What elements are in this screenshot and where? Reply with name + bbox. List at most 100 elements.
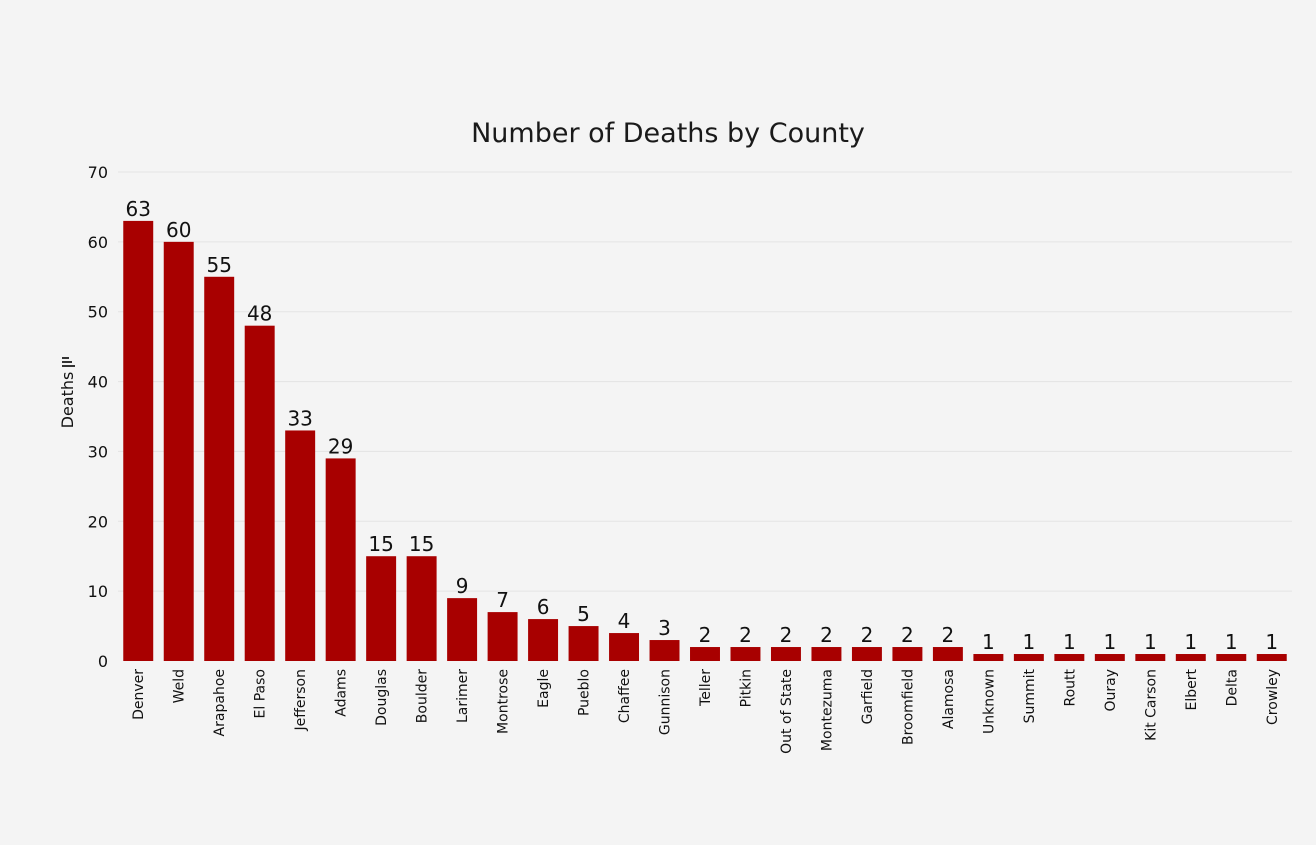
bar-value-label: 33 [287,406,312,430]
x-tick-label: Alamosa [941,669,957,729]
bar-value-label: 2 [861,623,874,647]
y-axis-title[interactable]: Deaths [58,357,77,428]
bar-value-label: 2 [780,623,793,647]
bar[interactable] [406,556,437,661]
chart-title: Number of Deaths by County [471,118,865,149]
bar[interactable] [204,276,235,661]
x-tick-label: Crowley [1265,669,1281,725]
bar[interactable] [1216,654,1247,661]
x-tick-label: Douglas [374,669,390,726]
x-tick-label: Kit Carson [1143,669,1159,741]
bar[interactable] [528,619,559,661]
x-tick-label: Pitkin [738,669,754,707]
y-tick-label: 60 [88,233,108,252]
x-tick-label: Montrose [496,669,512,734]
bar[interactable] [285,430,316,661]
y-tick-label: 40 [88,373,108,392]
bar[interactable] [690,647,720,661]
bar[interactable] [1256,654,1287,661]
bar-value-label: 2 [820,623,833,647]
bar[interactable] [244,325,275,661]
bar-value-label: 63 [126,197,151,221]
x-tick-label: Ouray [1103,669,1119,712]
y-tick-label: 10 [88,582,108,601]
bar[interactable] [123,220,154,661]
x-tick-label: Gunnison [658,669,674,735]
bar-value-label: 3 [658,616,671,640]
bar-value-label: 2 [942,623,955,647]
bar-value-label: 1 [1265,630,1278,654]
bar-value-label: 1 [1225,630,1238,654]
x-tick-label: Eagle [536,669,552,708]
x-tick-label: Jefferson [293,669,309,732]
bar-value-label: 1 [1103,630,1116,654]
bar-value-label: 29 [328,434,353,458]
x-axis-ticks: Denver Weld Arapahoe El Paso Jefferson Adams D… [131,668,1281,753]
bar-value-label: 6 [537,595,550,619]
x-tick-label: El Paso [253,669,269,718]
bars [123,220,1287,661]
bar-value-label: 1 [1184,630,1197,654]
bar[interactable] [1094,654,1125,661]
bar-value-label: 1 [1063,630,1076,654]
bar[interactable] [609,633,640,661]
x-tick-label: Boulder [415,669,431,723]
y-tick-label: 30 [88,442,108,461]
x-tick-label: Larimer [455,669,471,723]
bar-value-label: 15 [409,532,434,556]
bar-value-label: 60 [166,218,191,242]
x-tick-label: Routt [1062,668,1078,706]
bar[interactable] [1054,654,1085,661]
y-tick-label: 20 [88,512,108,531]
bar[interactable] [163,241,194,661]
x-tick-label: Garfield [860,669,876,724]
sort-descending-icon[interactable] [62,357,75,367]
bar-value-label: 1 [1022,630,1035,654]
bar-value-label: 4 [618,609,631,633]
y-tick-label: 0 [98,652,108,671]
bar-value-label: 55 [206,253,231,277]
x-tick-label: Denver [131,669,147,720]
bar-value-label: 2 [739,623,752,647]
bar[interactable] [325,458,356,661]
bar-value-label: 9 [456,574,469,598]
bar-value-label: 2 [699,623,712,647]
bar[interactable] [892,647,923,661]
bar[interactable] [811,647,842,661]
x-tick-label: Broomfield [900,669,916,745]
bar[interactable] [568,626,599,661]
y-tick-label: 50 [88,303,108,322]
bar-value-label: 2 [901,623,914,647]
x-tick-label: Adams [334,669,350,717]
bar-value-label: 7 [496,588,509,612]
bar[interactable] [730,647,761,661]
bar-value-labels: 63 60 55 48 33 29 15 15 9 7 6 5 4 3 2 2 2 2 2 2 2 1 1 1 1 1 1 1 1 [126,197,1279,654]
bar-value-label: 1 [982,630,995,654]
bar[interactable] [932,647,963,661]
bar-value-label: 15 [368,532,393,556]
bar[interactable] [973,654,1004,661]
x-tick-label: Summit [1022,668,1038,723]
y-tick-label: 70 [88,163,108,182]
x-tick-label: Unknown [981,669,997,734]
bar[interactable] [1175,654,1206,661]
bar[interactable] [1013,654,1044,661]
bar-value-label: 5 [577,602,590,626]
bar[interactable] [649,640,680,661]
x-tick-label: Weld [172,669,188,703]
bar[interactable] [1135,654,1166,661]
x-tick-label: Delta [1224,669,1240,706]
bar[interactable] [366,556,397,661]
x-tick-label: Out of State [779,669,795,754]
bar[interactable] [447,598,478,661]
bar-value-label: 1 [1144,630,1157,654]
bar-value-label: 48 [247,302,272,326]
x-tick-label: Chaffee [617,669,633,723]
x-tick-label: Elbert [1184,668,1200,710]
bar[interactable] [487,612,518,661]
bar[interactable] [851,647,882,661]
y-axis-ticks: 0 10 20 30 40 50 60 70 [88,163,108,671]
bar[interactable] [770,647,801,661]
x-tick-label: Montezuma [819,669,835,751]
